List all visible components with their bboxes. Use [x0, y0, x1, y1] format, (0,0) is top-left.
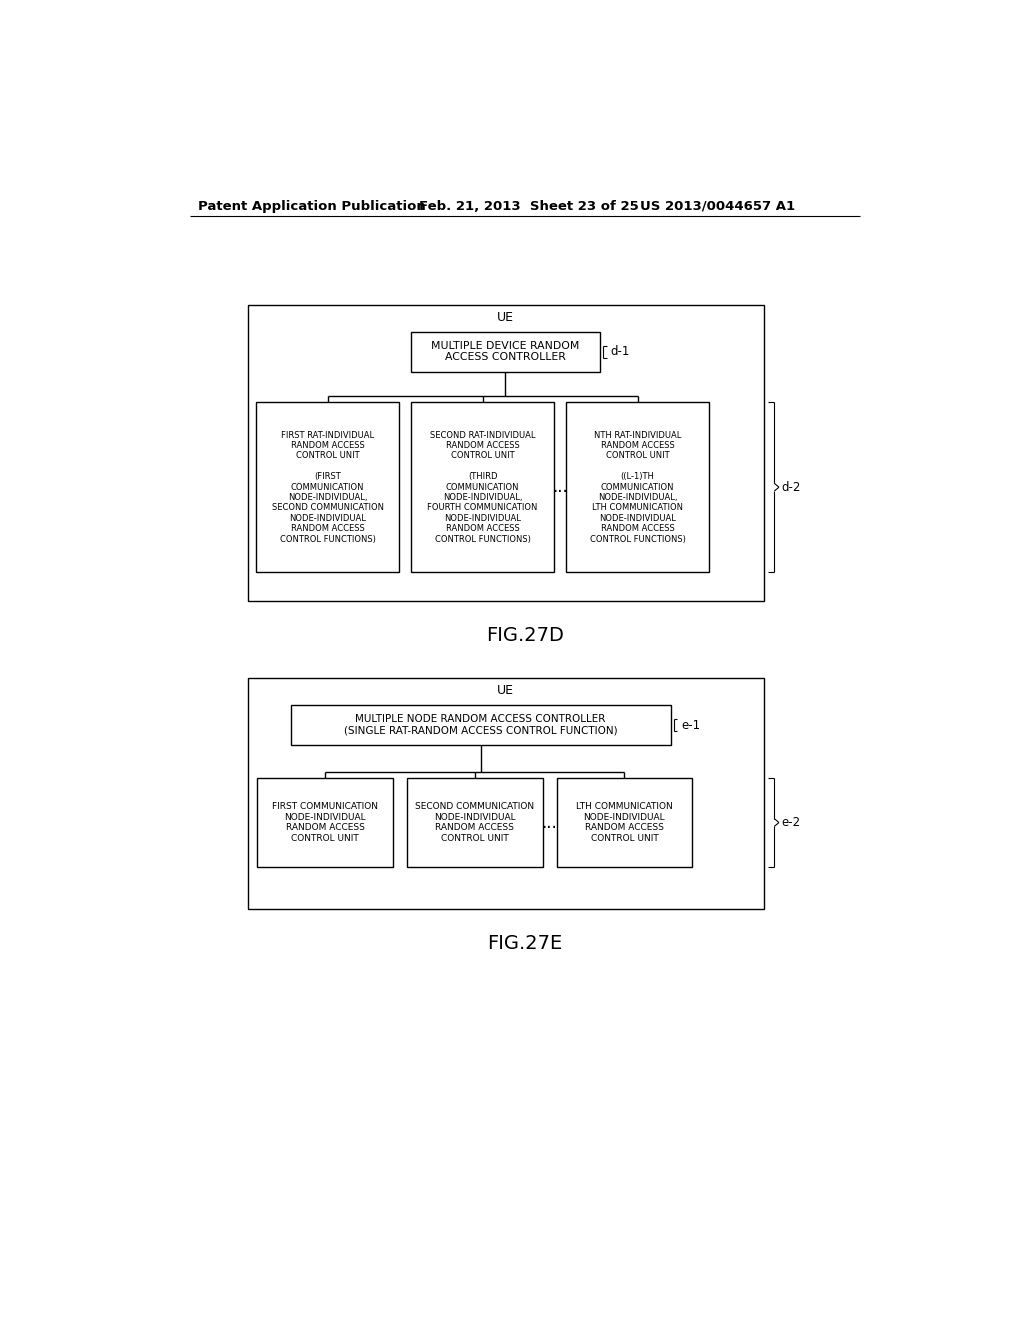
- Text: SECOND COMMUNICATION
NODE-INDIVIDUAL
RANDOM ACCESS
CONTROL UNIT: SECOND COMMUNICATION NODE-INDIVIDUAL RAN…: [416, 803, 535, 842]
- Text: d-2: d-2: [781, 480, 801, 494]
- Bar: [566, 403, 710, 572]
- Text: e-2: e-2: [782, 816, 801, 829]
- Text: MULTIPLE NODE RANDOM ACCESS CONTROLLER
(SINGLE RAT-RANDOM ACCESS CONTROL FUNCTIO: MULTIPLE NODE RANDOM ACCESS CONTROLLER (…: [344, 714, 617, 737]
- Text: Feb. 21, 2013  Sheet 23 of 25: Feb. 21, 2013 Sheet 23 of 25: [419, 199, 638, 213]
- Text: Patent Application Publication: Patent Application Publication: [198, 199, 426, 213]
- Text: FIRST RAT-INDIVIDUAL
RANDOM ACCESS
CONTROL UNIT

(FIRST
COMMUNICATION
NODE-INDIV: FIRST RAT-INDIVIDUAL RANDOM ACCESS CONTR…: [271, 430, 384, 544]
- Bar: [248, 305, 764, 601]
- Bar: [291, 705, 671, 744]
- Text: UE: UE: [498, 310, 514, 323]
- Text: FIG.27E: FIG.27E: [487, 935, 562, 953]
- Text: MULTIPLE DEVICE RANDOM
ACCESS CONTROLLER: MULTIPLE DEVICE RANDOM ACCESS CONTROLLER: [431, 341, 580, 363]
- Text: LTH COMMUNICATION
NODE-INDIVIDUAL
RANDOM ACCESS
CONTROL UNIT: LTH COMMUNICATION NODE-INDIVIDUAL RANDOM…: [577, 803, 673, 842]
- Bar: [411, 331, 600, 372]
- Bar: [557, 779, 692, 867]
- Text: ...: ...: [552, 478, 568, 496]
- Text: UE: UE: [498, 684, 514, 697]
- Text: SECOND RAT-INDIVIDUAL
RANDOM ACCESS
CONTROL UNIT

(THIRD
COMMUNICATION
NODE-INDI: SECOND RAT-INDIVIDUAL RANDOM ACCESS CONT…: [427, 430, 538, 544]
- Text: e-1: e-1: [681, 718, 700, 731]
- Bar: [248, 678, 764, 909]
- Bar: [411, 403, 554, 572]
- Bar: [256, 403, 399, 572]
- Text: NTH RAT-INDIVIDUAL
RANDOM ACCESS
CONTROL UNIT

((L-1)TH
COMMUNICATION
NODE-INDIV: NTH RAT-INDIVIDUAL RANDOM ACCESS CONTROL…: [590, 430, 685, 544]
- Bar: [407, 779, 543, 867]
- Text: FIG.27D: FIG.27D: [485, 626, 564, 645]
- Text: FIRST COMMUNICATION
NODE-INDIVIDUAL
RANDOM ACCESS
CONTROL UNIT: FIRST COMMUNICATION NODE-INDIVIDUAL RAND…: [272, 803, 378, 842]
- Text: d-1: d-1: [610, 345, 630, 358]
- Text: US 2013/0044657 A1: US 2013/0044657 A1: [640, 199, 795, 213]
- Text: ...: ...: [542, 813, 557, 832]
- Bar: [257, 779, 393, 867]
